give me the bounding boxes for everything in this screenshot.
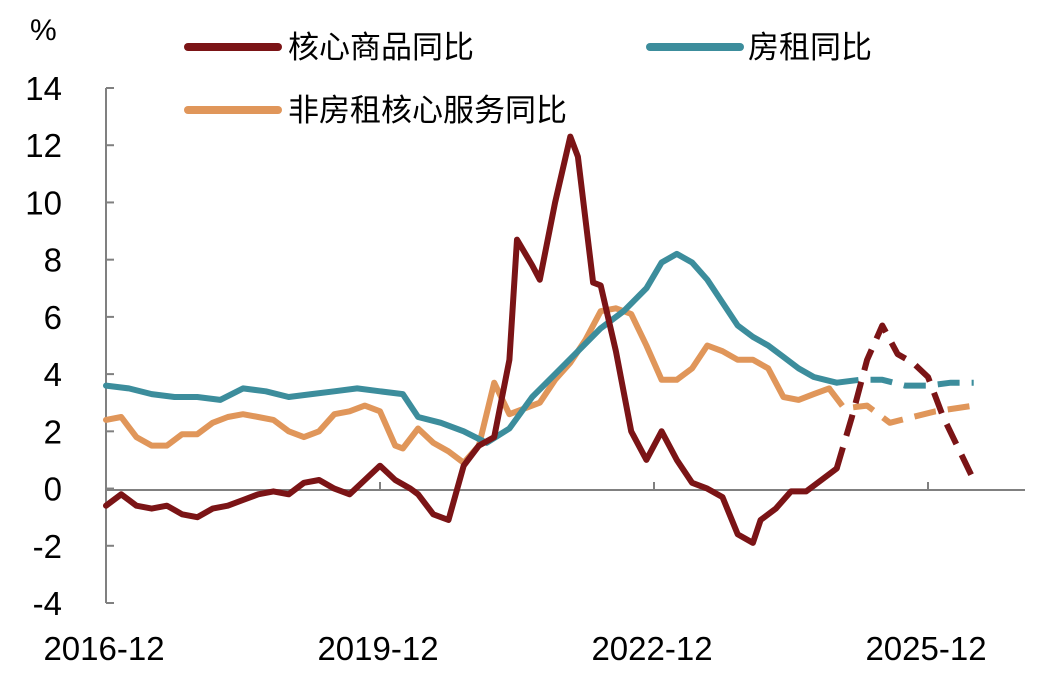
series-layer [103, 133, 977, 546]
series-line-actual-2 [103, 305, 833, 466]
x-tick-label: 2019-12 [317, 630, 438, 667]
series-line-forecast-0 [833, 322, 977, 482]
y-tick-label: 0 [44, 471, 62, 508]
series-line-forecast-1 [836, 376, 974, 389]
y-tick-label: 12 [25, 127, 62, 164]
axes: -4 -2 0 2 4 6 8 10 12 14 2016-12 2019-12 2022-12 2025… [25, 70, 1025, 667]
series-line-actual-0 [103, 133, 840, 546]
y-tick-label: 6 [44, 299, 62, 336]
x-tick-label: 2016-12 [43, 630, 164, 667]
legend-label-0: 核心商品同比 [288, 30, 474, 66]
y-tick-label: 14 [25, 70, 62, 107]
legend-label-2: 非房租核心服务同比 [288, 93, 567, 129]
y-tick-label: 10 [25, 184, 62, 221]
y-axis-unit-label: % [30, 14, 57, 47]
series-line-forecast-2 [826, 386, 975, 426]
y-tick-label: 8 [44, 242, 62, 279]
y-tick-label: 4 [44, 356, 62, 393]
y-tick-label: -2 [33, 528, 62, 565]
x-tick-label: 2025-12 [865, 630, 986, 667]
series-line-actual-1 [103, 250, 840, 446]
legend-label-1: 房租同比 [748, 30, 872, 66]
y-tick-label: 2 [44, 413, 62, 450]
x-tick-label: 2022-12 [591, 630, 712, 667]
y-tick-label: -4 [33, 585, 62, 622]
